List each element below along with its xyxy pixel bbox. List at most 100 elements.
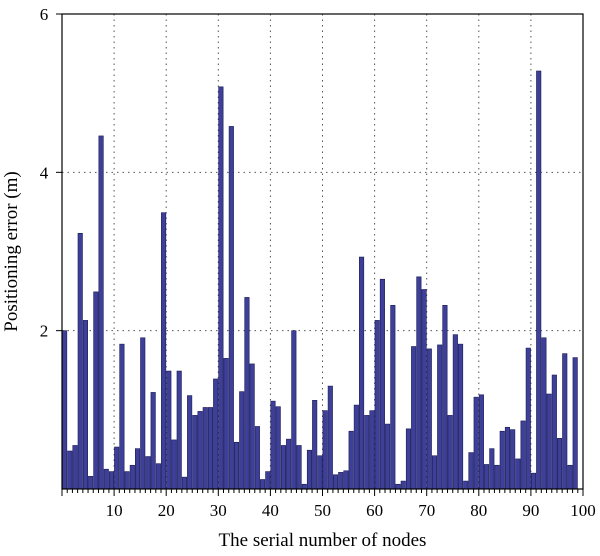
bar-node-55: [343, 470, 349, 490]
bar-node-75: [447, 415, 453, 490]
bar-node-43: [280, 445, 286, 490]
bar-node-46: [296, 445, 302, 490]
bar-node-17: [145, 456, 151, 490]
bar-node-9: [103, 468, 109, 490]
y-tick-label: 6: [40, 5, 49, 24]
bar-node-1: [62, 330, 68, 490]
bar-node-72: [431, 455, 438, 490]
bar-node-20: [161, 212, 167, 490]
axes: [56, 13, 584, 496]
bar-node-80: [473, 396, 479, 490]
tick-labels: 10 20 30 40 50 60 70 80 90 100 2 4 6: [40, 5, 596, 520]
bar-node-35: [239, 391, 245, 490]
bar-node-7: [93, 291, 99, 490]
x-tick-label: 70: [418, 501, 435, 520]
bar-node-5: [82, 320, 88, 490]
bar-node-18: [150, 392, 156, 490]
bar-node-13: [124, 471, 130, 490]
bar-node-76: [452, 334, 458, 490]
bar-node-6: [88, 476, 94, 490]
bar-node-83: [489, 448, 495, 490]
bar-node-54: [338, 472, 344, 490]
bar-node-11: [114, 446, 120, 490]
bar-node-74: [442, 305, 448, 490]
bar-node-51: [322, 410, 328, 490]
x-tick-label: 90: [522, 501, 539, 520]
bar-node-62: [379, 278, 385, 490]
bar-node-22: [171, 439, 177, 490]
bar-node-15: [135, 448, 141, 490]
bar-node-90: [525, 347, 531, 490]
bar-node-64: [390, 305, 396, 490]
x-tick-label: 40: [262, 501, 279, 520]
x-tick-label: 80: [470, 501, 487, 520]
bar-node-57: [353, 404, 359, 490]
bar-node-56: [348, 430, 354, 490]
bar-node-24: [181, 476, 187, 490]
bar-node-58: [359, 256, 365, 490]
bar-node-21: [166, 370, 172, 490]
bar-node-88: [515, 458, 521, 490]
bar-node-41: [270, 400, 276, 490]
bar-node-38: [254, 426, 260, 490]
bar-node-61: [374, 320, 380, 490]
bar-node-8: [98, 135, 104, 490]
bar-node-99: [572, 357, 578, 490]
bar-node-28: [202, 407, 208, 490]
x-tick-label: 100: [570, 501, 596, 520]
bar-node-97: [562, 353, 568, 490]
bar-node-85: [499, 430, 505, 490]
bar-node-31: [218, 86, 224, 490]
bar-node-73: [437, 344, 443, 490]
bar-node-36: [244, 297, 250, 490]
bar-node-33: [228, 126, 234, 490]
x-axis-title: The serial number of nodes: [219, 530, 427, 551]
bar-node-53: [332, 474, 339, 490]
x-tick-label: 50: [314, 501, 331, 520]
bar-node-98: [567, 464, 573, 490]
bar-node-94: [546, 393, 552, 490]
bar-node-47: [301, 483, 307, 490]
bar-node-71: [426, 348, 432, 490]
bar-node-67: [405, 428, 412, 490]
bar-node-48: [306, 449, 313, 490]
x-tick-label: 20: [158, 501, 175, 520]
bar-node-40: [265, 471, 271, 490]
bar-node-81: [478, 394, 484, 490]
bar-node-19: [155, 463, 161, 490]
bar-node-70: [421, 289, 427, 490]
x-tick-label: 10: [106, 501, 123, 520]
bar-node-49: [312, 400, 318, 490]
bar-node-79: [468, 452, 474, 490]
bar-node-66: [400, 480, 406, 490]
bar-node-14: [129, 464, 135, 490]
bar-node-86: [504, 426, 510, 490]
x-tick-label: 30: [210, 501, 227, 520]
bar-node-2: [67, 450, 73, 490]
bar-node-25: [187, 395, 193, 490]
bar-node-50: [317, 455, 323, 490]
bar-node-29: [207, 407, 214, 490]
bar-node-65: [395, 483, 401, 490]
bar-node-69: [416, 276, 422, 490]
bar-node-12: [119, 343, 125, 490]
bar-node-44: [286, 438, 292, 490]
bar-node-91: [530, 472, 537, 490]
bar-node-59: [364, 415, 370, 490]
bar-node-82: [484, 464, 490, 490]
bar-node-32: [223, 358, 229, 490]
bar-node-26: [192, 415, 198, 490]
bar-node-96: [557, 438, 563, 490]
bar-node-84: [494, 464, 500, 490]
bar-node-77: [458, 343, 464, 490]
bar-node-3: [72, 445, 78, 490]
bar-node-60: [369, 410, 375, 490]
bar-node-34: [233, 441, 240, 490]
bar-node-16: [140, 337, 146, 490]
bar-node-10: [108, 471, 115, 490]
bar-node-45: [291, 330, 297, 490]
bar-node-52: [327, 385, 333, 490]
bar-node-87: [510, 429, 516, 490]
